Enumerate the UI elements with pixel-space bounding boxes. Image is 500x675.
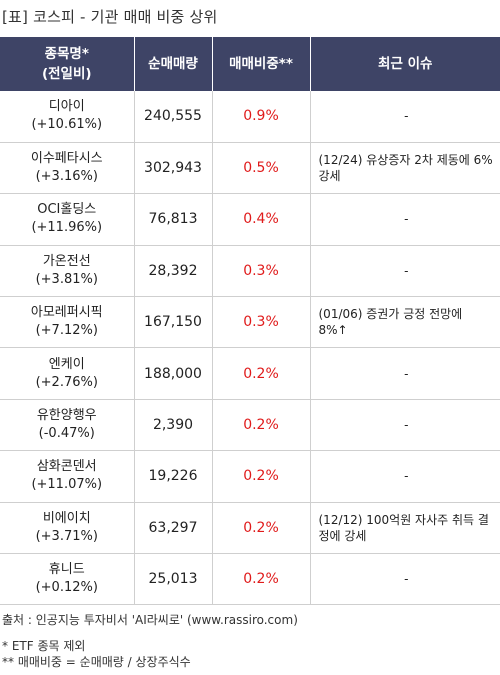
stock-cell: 가온전선 (+3.81%) (0, 245, 135, 298)
stock-name: 삼화콘덴서 (36, 459, 97, 475)
trade-ratio-cell: 0.2% (212, 553, 311, 606)
stock-cell: 비에이치 (+3.71%) (0, 502, 135, 555)
stock-change: (+3.71%) (35, 528, 98, 544)
stock-cell: 삼화콘덴서 (+11.07%) (0, 450, 135, 503)
recent-issue-cell: (12/24) 유상증자 2차 제동에 6% 강세 (310, 142, 500, 195)
net-volume-cell: 63,297 (134, 502, 213, 555)
header-trade-ratio: 매매비중** (212, 37, 311, 91)
trade-ratio-cell: 0.2% (212, 399, 311, 452)
net-volume-cell: 2,390 (134, 399, 213, 452)
recent-issue-cell: - (310, 553, 500, 606)
net-volume-cell: 302,943 (134, 142, 213, 195)
net-volume-cell: 167,150 (134, 296, 213, 349)
stock-cell: 이수페타시스 (+3.16%) (0, 142, 135, 195)
stock-change: (+0.12%) (35, 580, 98, 596)
footnote-ratio: ** 매매비중 = 순매매량 / 상장주식수 (2, 655, 191, 669)
stock-name: 가온전선 (42, 253, 91, 269)
table-header-row: 종목명* (전일비) 순매매량 매매비중** 최근 이슈 (0, 37, 500, 91)
stock-name: 휴니드 (48, 562, 85, 578)
page-title: [표] 코스피 - 기관 매매 비중 상위 (2, 8, 218, 26)
stock-name: 엔케이 (48, 356, 85, 372)
trade-ratio-cell: 0.4% (212, 193, 311, 246)
net-volume-cell: 76,813 (134, 193, 213, 246)
footnote-etf: * ETF 종목 제외 (2, 639, 86, 653)
stock-name: 이수페타시스 (30, 151, 103, 167)
stock-name: 디아이 (48, 99, 85, 115)
stock-change: (+3.16%) (35, 169, 98, 185)
table-row: 유한양행우 (-0.47%) 2,390 0.2% - (0, 399, 500, 452)
table-row: 휴니드 (+0.12%) 25,013 0.2% - (0, 553, 500, 606)
header-net-volume: 순매매량 (134, 37, 213, 91)
recent-issue-cell: - (310, 245, 500, 298)
stock-cell: 유한양행우 (-0.47%) (0, 399, 135, 452)
recent-issue-cell: - (310, 399, 500, 452)
stock-change: (+2.76%) (35, 374, 98, 390)
net-volume-cell: 19,226 (134, 450, 213, 503)
trade-ratio-cell: 0.2% (212, 347, 311, 400)
trade-ratio-cell: 0.2% (212, 502, 311, 555)
net-volume-cell: 188,000 (134, 347, 213, 400)
recent-issue-cell: (12/12) 100억원 자사주 취득 결정에 강세 (310, 502, 500, 555)
table-row: 아모레퍼시픽 (+7.12%) 167,150 0.3% (01/06) 증권가 긍정 … (0, 296, 500, 349)
recent-issue-cell: (01/06) 증권가 긍정 전망에 8%↑ (310, 296, 500, 349)
stock-cell: 아모레퍼시픽 (+7.12%) (0, 296, 135, 349)
trade-ratio-cell: 0.3% (212, 245, 311, 298)
stock-cell: 디아이 (+10.61%) (0, 91, 135, 143)
stock-cell: OCI홀딩스 (+11.96%) (0, 193, 135, 246)
stock-name: 아모레퍼시픽 (30, 305, 103, 321)
recent-issue-cell: - (310, 91, 500, 143)
stock-change: (+11.07%) (31, 477, 103, 493)
recent-issue-cell: - (310, 193, 500, 246)
trade-ratio-cell: 0.3% (212, 296, 311, 349)
table-row: 엔케이 (+2.76%) 188,000 0.2% - (0, 347, 500, 400)
header-stock-name: 종목명* (전일비) (0, 37, 135, 91)
net-volume-cell: 25,013 (134, 553, 213, 606)
stock-cell: 엔케이 (+2.76%) (0, 347, 135, 400)
recent-issue-cell: - (310, 450, 500, 503)
stock-change: (-0.47%) (38, 426, 95, 442)
header-change-label: (전일비) (41, 66, 92, 82)
stock-change: (+7.12%) (35, 323, 98, 339)
stock-name: 유한양행우 (36, 408, 97, 424)
stock-name: OCI홀딩스 (37, 202, 97, 218)
net-volume-cell: 240,555 (134, 91, 213, 143)
trade-ratio-cell: 0.5% (212, 142, 311, 195)
table-row: 이수페타시스 (+3.16%) 302,943 0.5% (12/24) 유상증자 2차… (0, 142, 500, 195)
stock-name: 비에이치 (42, 510, 91, 526)
net-volume-cell: 28,392 (134, 245, 213, 298)
table-row: 삼화콘덴서 (+11.07%) 19,226 0.2% - (0, 450, 500, 503)
stock-change: (+11.96%) (31, 220, 103, 236)
source-note: 출처 : 인공지능 투자비서 'AI라씨로' (www.rassiro.com) (2, 613, 298, 627)
stock-cell: 휴니드 (+0.12%) (0, 553, 135, 606)
header-stock-name-label: 종목명* (44, 46, 89, 62)
trade-ratio-cell: 0.9% (212, 91, 311, 143)
table-row: 가온전선 (+3.81%) 28,392 0.3% - (0, 245, 500, 298)
trade-ratio-cell: 0.2% (212, 450, 311, 503)
header-recent-issue: 최근 이슈 (310, 37, 500, 91)
recent-issue-cell: - (310, 347, 500, 400)
institution-trading-table: 종목명* (전일비) 순매매량 매매비중** 최근 이슈 디아이 (+10.61%… (0, 37, 500, 606)
stock-change: (+10.61%) (31, 117, 103, 133)
table-row: 디아이 (+10.61%) 240,555 0.9% - (0, 91, 500, 143)
table-row: 비에이치 (+3.71%) 63,297 0.2% (12/12) 100억원 자사주 … (0, 502, 500, 555)
stock-change: (+3.81%) (35, 271, 98, 287)
table-row: OCI홀딩스 (+11.96%) 76,813 0.4% - (0, 193, 500, 246)
